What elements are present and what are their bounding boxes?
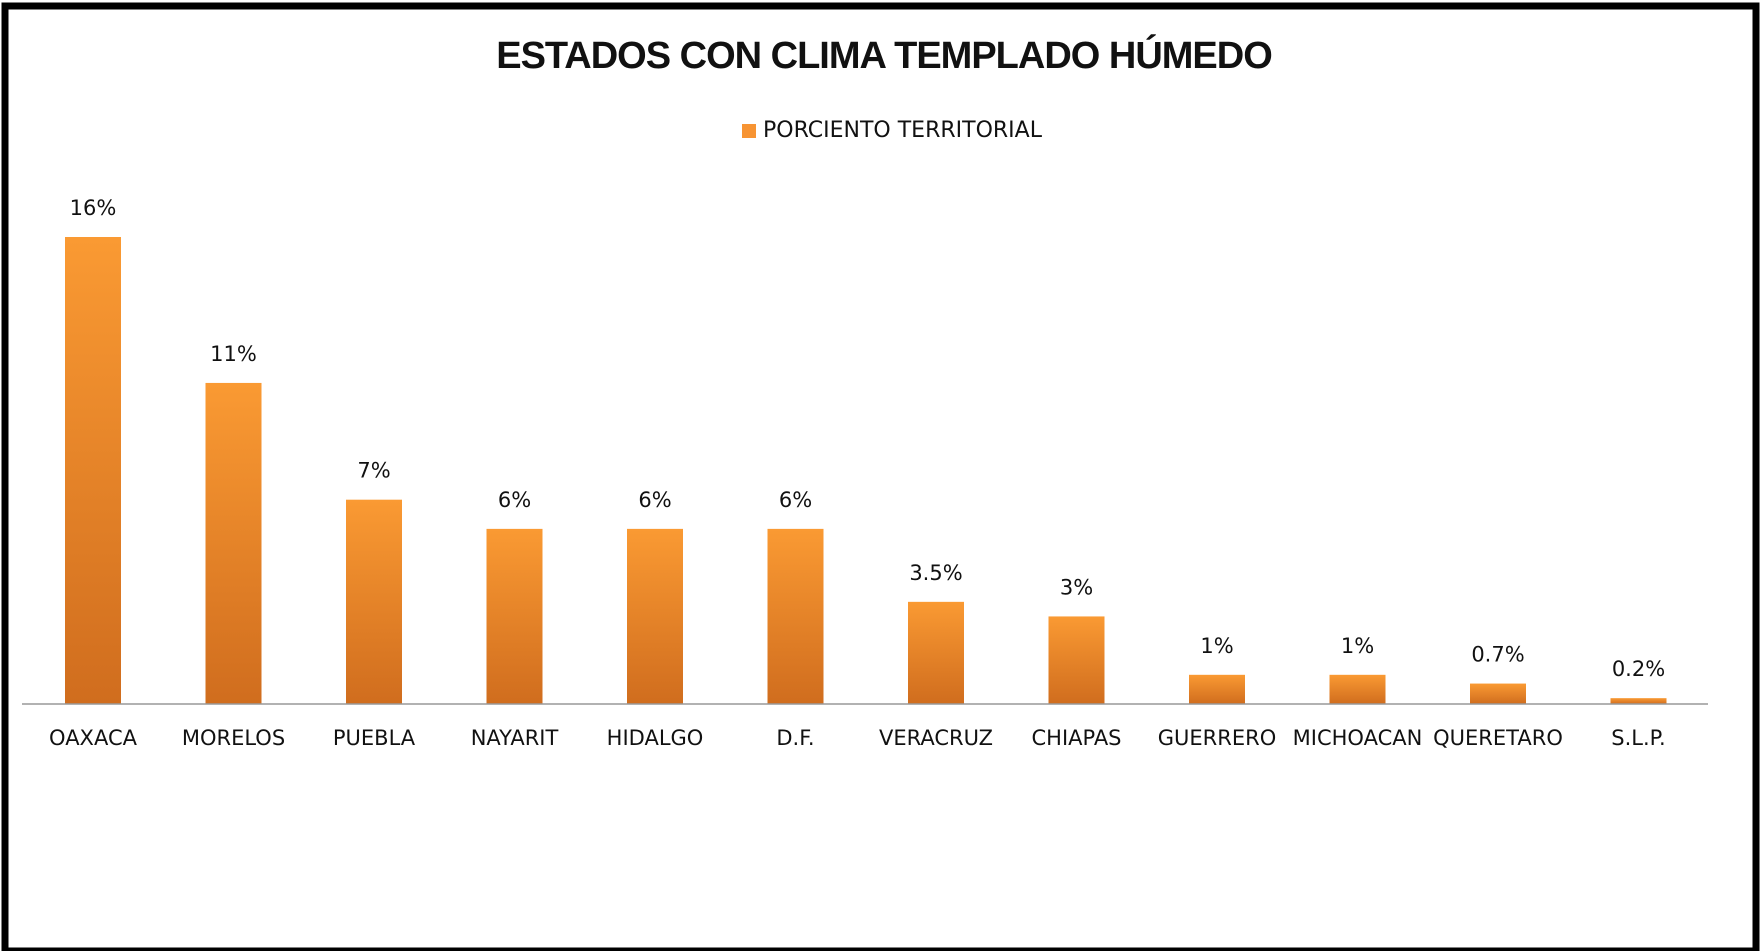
data-label: 6% [779, 488, 812, 512]
data-label: 7% [357, 459, 390, 483]
bar [1189, 674, 1245, 704]
bar [767, 528, 824, 704]
bar [486, 528, 543, 704]
x-tick-label: GUERRERO [1158, 726, 1276, 750]
bar [1470, 683, 1526, 704]
data-label: 3.5% [909, 561, 962, 585]
bar [65, 237, 121, 704]
data-label: 3% [1060, 575, 1093, 599]
x-tick-label: MICHOACAN [1293, 726, 1423, 750]
data-label: 6% [498, 488, 531, 512]
chart-title: ESTADOS CON CLIMA TEMPLADO HÚMEDO [496, 33, 1272, 77]
data-label: 0.2% [1612, 657, 1665, 681]
data-label: 1% [1341, 634, 1374, 658]
x-tick-label: PUEBLA [333, 726, 416, 750]
x-tick-label: VERACRUZ [879, 726, 993, 750]
data-label: 16% [70, 196, 117, 220]
data-label: 11% [210, 342, 257, 366]
x-tick-label: S.L.P. [1611, 726, 1665, 750]
x-tick-label: MORELOS [182, 726, 285, 750]
bar [1048, 616, 1105, 704]
data-label: 1% [1200, 634, 1233, 658]
bar [1329, 674, 1386, 704]
x-tick-label: OAXACA [49, 726, 138, 750]
x-tick-label: CHIAPAS [1031, 726, 1121, 750]
bar [1610, 698, 1667, 704]
bar [908, 601, 964, 704]
x-tick-label: HIDALGO [607, 726, 704, 750]
data-label: 0.7% [1471, 643, 1524, 667]
x-tick-label: NAYARIT [471, 726, 559, 750]
x-tick-label: QUERETARO [1433, 726, 1563, 750]
x-tick-label: D.F. [776, 726, 814, 750]
legend: PORCIENTO TERRITORIAL [742, 118, 1043, 143]
bar [205, 382, 262, 704]
bar [627, 528, 683, 704]
legend-label: PORCIENTO TERRITORIAL [763, 118, 1043, 143]
legend-swatch [742, 124, 756, 138]
bar [346, 499, 402, 704]
data-label: 6% [638, 488, 671, 512]
